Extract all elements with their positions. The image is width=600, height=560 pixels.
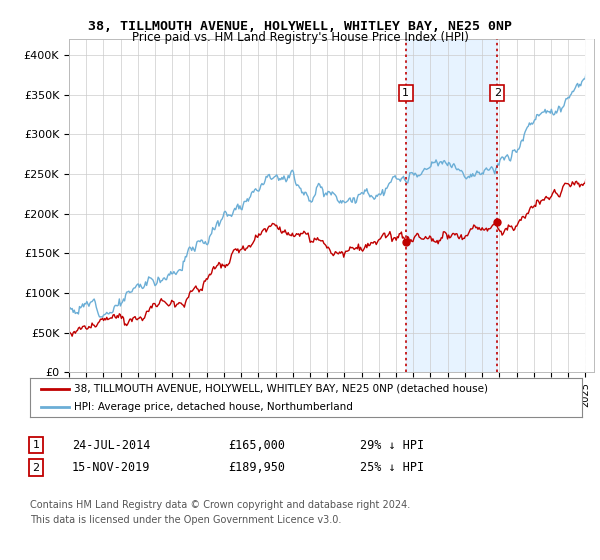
Text: 38, TILLMOUTH AVENUE, HOLYWELL, WHITLEY BAY, NE25 0NP (detached house): 38, TILLMOUTH AVENUE, HOLYWELL, WHITLEY … <box>74 384 488 394</box>
Text: 2: 2 <box>494 88 501 98</box>
Text: Contains HM Land Registry data © Crown copyright and database right 2024.
This d: Contains HM Land Registry data © Crown c… <box>30 500 410 525</box>
Text: 15-NOV-2019: 15-NOV-2019 <box>72 461 151 474</box>
Text: £189,950: £189,950 <box>228 461 285 474</box>
Text: 2: 2 <box>32 463 40 473</box>
Text: 38, TILLMOUTH AVENUE, HOLYWELL, WHITLEY BAY, NE25 0NP: 38, TILLMOUTH AVENUE, HOLYWELL, WHITLEY … <box>88 20 512 32</box>
Bar <box>406 39 497 372</box>
Text: 29% ↓ HPI: 29% ↓ HPI <box>360 438 424 452</box>
Text: HPI: Average price, detached house, Northumberland: HPI: Average price, detached house, Nort… <box>74 403 353 412</box>
Text: £165,000: £165,000 <box>228 438 285 452</box>
Bar <box>586 39 594 372</box>
Text: Price paid vs. HM Land Registry's House Price Index (HPI): Price paid vs. HM Land Registry's House … <box>131 31 469 44</box>
Text: 24-JUL-2014: 24-JUL-2014 <box>72 438 151 452</box>
Text: 25% ↓ HPI: 25% ↓ HPI <box>360 461 424 474</box>
Text: 1: 1 <box>32 440 40 450</box>
Text: 1: 1 <box>402 88 409 98</box>
